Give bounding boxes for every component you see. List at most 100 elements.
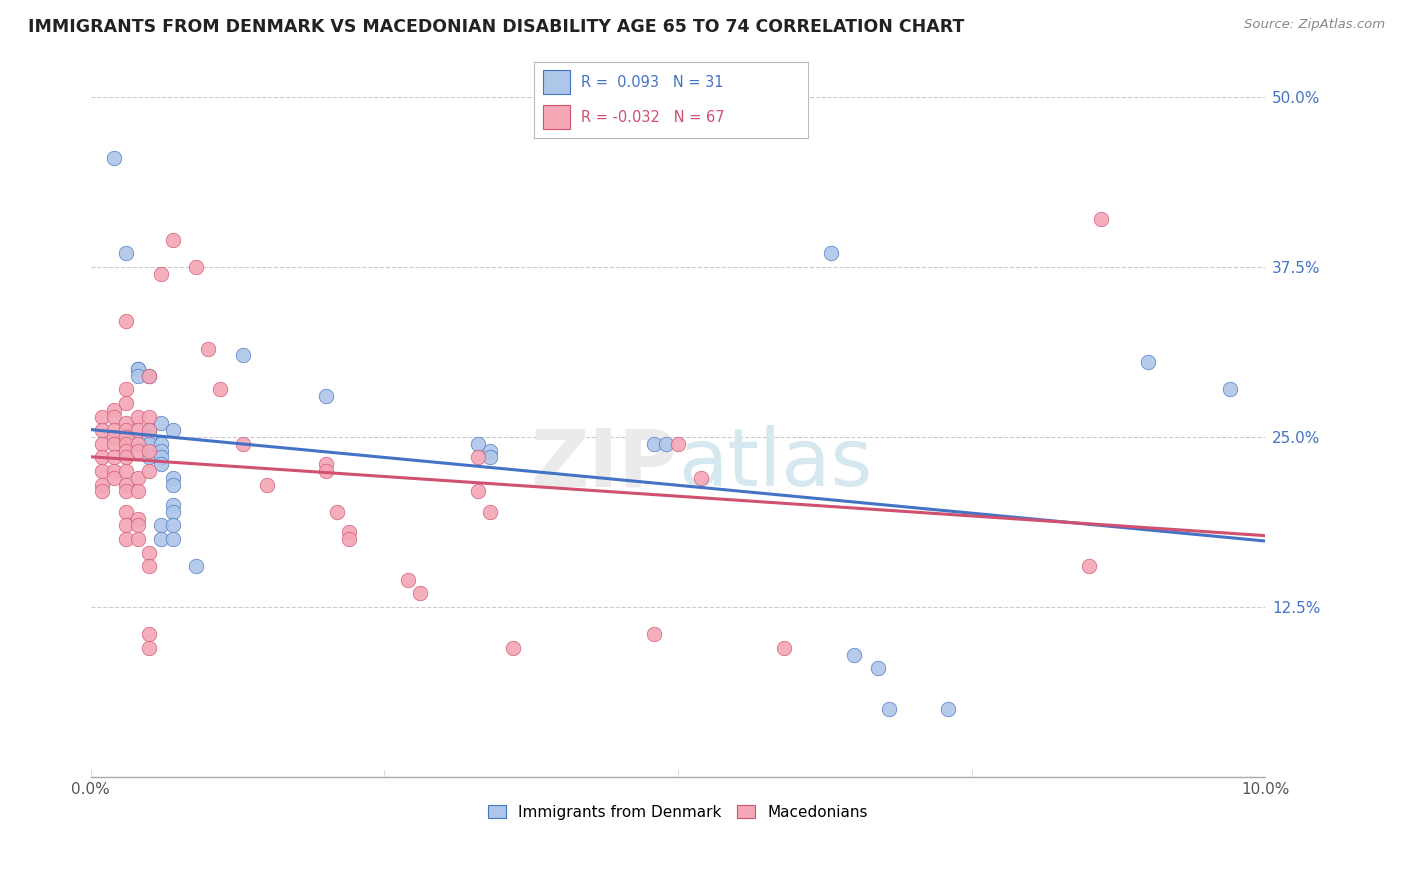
Text: IMMIGRANTS FROM DENMARK VS MACEDONIAN DISABILITY AGE 65 TO 74 CORRELATION CHART: IMMIGRANTS FROM DENMARK VS MACEDONIAN DI… [28,18,965,36]
Point [337,525,360,540]
Point [115,383,138,397]
Point [150,267,173,281]
Point [103,423,125,437]
Point [162,532,184,546]
Point [186,559,208,574]
Point [842,648,865,662]
Point [467,450,489,465]
Legend: Immigrants from Denmark, Macedonians: Immigrants from Denmark, Macedonians [481,797,876,828]
Point [315,457,337,471]
Point [186,260,208,274]
Point [666,437,689,451]
Point [127,423,149,437]
Point [162,423,184,437]
Point [643,627,665,641]
Point [115,423,138,437]
Point [256,477,278,491]
Point [138,559,160,574]
Point [103,409,125,424]
Point [127,471,149,485]
Point [138,409,160,424]
Point [138,546,160,560]
Point [138,443,160,458]
Point [162,518,184,533]
Point [138,368,160,383]
Point [162,477,184,491]
Point [138,464,160,478]
Point [138,423,160,437]
Point [337,532,360,546]
Point [127,484,149,499]
Point [690,471,713,485]
Point [91,437,114,451]
Point [138,627,160,641]
Point [467,437,489,451]
Point [197,342,219,356]
Point [1219,383,1241,397]
Point [91,450,114,465]
Point [150,518,173,533]
Text: R = -0.032   N = 67: R = -0.032 N = 67 [581,110,724,125]
Point [879,702,901,716]
Point [91,409,114,424]
Point [127,409,149,424]
Text: R =  0.093   N = 31: R = 0.093 N = 31 [581,75,724,90]
Point [138,437,160,451]
Point [115,314,138,328]
Point [208,383,231,397]
Text: atlas: atlas [678,425,872,503]
Point [150,532,173,546]
Point [127,362,149,376]
Point [1090,212,1112,227]
Point [643,437,665,451]
Point [103,437,125,451]
Point [138,450,160,465]
Point [115,450,138,465]
Point [115,477,138,491]
Point [396,573,419,587]
Point [103,464,125,478]
Point [115,484,138,499]
Point [1136,355,1159,369]
Point [655,437,678,451]
Point [127,437,149,451]
Point [115,532,138,546]
Bar [543,70,569,95]
Point [150,437,173,451]
Point [162,498,184,512]
Point [91,464,114,478]
Point [103,151,125,165]
Point [150,450,173,465]
Point [408,586,430,600]
Point [91,484,114,499]
Point [150,417,173,431]
Point [115,417,138,431]
Point [127,368,149,383]
Point [232,348,254,362]
Point [162,233,184,247]
Point [315,464,337,478]
Point [115,430,138,444]
Point [91,423,114,437]
Point [866,661,889,675]
Point [162,471,184,485]
Point [138,368,160,383]
Text: ZIP: ZIP [530,425,678,503]
Point [479,443,502,458]
Point [115,518,138,533]
Point [103,450,125,465]
Point [479,450,502,465]
Point [127,511,149,525]
Point [115,505,138,519]
Point [138,430,160,444]
Point [936,702,959,716]
Point [479,505,502,519]
Point [326,505,349,519]
Point [103,471,125,485]
Point [103,430,125,444]
Point [820,246,842,260]
Point [150,457,173,471]
Point [1078,559,1101,574]
Point [127,362,149,376]
Point [150,443,173,458]
